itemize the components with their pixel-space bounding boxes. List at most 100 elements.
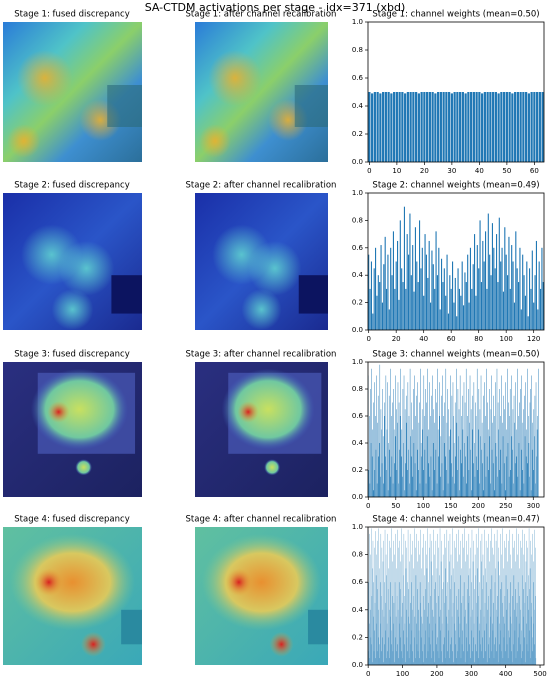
bar xyxy=(394,288,396,330)
x-tick-label: 250 xyxy=(499,502,512,510)
bar xyxy=(439,309,441,330)
axes-frame xyxy=(367,361,545,498)
bar xyxy=(508,92,511,162)
bar xyxy=(483,92,486,162)
bar xyxy=(387,254,389,330)
bar xyxy=(540,288,542,330)
bar xyxy=(481,93,484,162)
bar xyxy=(404,93,407,162)
heatmap-image xyxy=(195,527,328,665)
bar xyxy=(529,268,531,330)
bar xyxy=(505,254,507,330)
x-tick-label: 60 xyxy=(530,167,539,175)
bar xyxy=(526,261,528,330)
bar xyxy=(457,268,459,330)
bar xyxy=(503,92,506,162)
bar xyxy=(399,220,401,330)
bar xyxy=(402,282,404,330)
bar xyxy=(409,213,411,330)
bar xyxy=(468,302,470,330)
y-tick-label: 0.6 xyxy=(352,74,364,82)
y-tick-label: 0.2 xyxy=(352,466,363,474)
bar xyxy=(412,92,415,162)
bar xyxy=(505,92,508,162)
bar xyxy=(447,313,449,330)
bar xyxy=(485,231,487,330)
bar xyxy=(507,275,509,330)
bar xyxy=(489,254,491,330)
bar xyxy=(497,282,499,330)
bar xyxy=(405,288,407,330)
bar xyxy=(461,261,463,330)
bar xyxy=(472,264,474,330)
bar xyxy=(371,93,374,162)
bar xyxy=(401,92,404,162)
bar xyxy=(476,245,478,330)
bar xyxy=(523,275,525,330)
chart-title: Stage 1: channel weights (mean=0.50) xyxy=(372,10,539,20)
bar xyxy=(522,254,524,330)
bar xyxy=(508,236,510,330)
x-tick-label: 300 xyxy=(527,502,540,510)
bar xyxy=(409,92,412,162)
bar xyxy=(467,254,469,330)
bar xyxy=(469,247,471,330)
y-tick-label: 0.4 xyxy=(352,439,364,447)
bar xyxy=(489,92,492,162)
bar xyxy=(533,302,535,330)
x-tick-label: 50 xyxy=(502,167,511,175)
bar xyxy=(369,288,371,330)
bar xyxy=(380,245,382,330)
heatmap-image xyxy=(195,362,328,497)
x-tick-label: 0 xyxy=(367,167,371,175)
bar xyxy=(536,92,539,162)
bar xyxy=(511,245,513,330)
bar xyxy=(527,316,529,330)
bar xyxy=(434,288,436,330)
y-tick-label: 0.8 xyxy=(352,551,363,559)
image-title: Stage 2: after channel recalibration xyxy=(186,181,337,191)
bar xyxy=(474,234,476,330)
x-tick-label: 100 xyxy=(500,335,513,343)
x-tick-label: 100 xyxy=(417,502,430,510)
bar xyxy=(381,302,383,330)
bar xyxy=(509,288,511,330)
bar xyxy=(435,231,437,330)
bar xyxy=(426,92,429,162)
x-tick-label: 500 xyxy=(533,670,546,677)
bar xyxy=(458,288,460,330)
y-tick-label: 0.6 xyxy=(352,578,364,586)
bar xyxy=(445,295,447,330)
bar xyxy=(373,92,376,162)
y-tick-label: 0.4 xyxy=(352,102,364,110)
bar xyxy=(515,231,517,330)
chart-title: Stage 3: channel weights (mean=0.50) xyxy=(372,350,539,360)
x-tick-label: 400 xyxy=(499,670,512,677)
bar xyxy=(494,92,497,162)
bar xyxy=(431,92,434,162)
bar xyxy=(430,302,432,330)
heatmap-image xyxy=(3,193,142,330)
bar xyxy=(527,93,530,162)
bar xyxy=(414,227,416,330)
bar xyxy=(386,288,388,330)
bar xyxy=(393,92,396,162)
x-tick-label: 10 xyxy=(392,167,401,175)
bar xyxy=(417,93,420,162)
bar xyxy=(456,92,459,162)
bar xyxy=(530,288,532,330)
heatmap-image xyxy=(3,527,142,665)
bar xyxy=(470,92,473,162)
y-tick-label: 1.0 xyxy=(352,189,363,197)
image-title: Stage 4: after channel recalibration xyxy=(186,515,337,525)
bar xyxy=(487,213,489,330)
x-tick-label: 200 xyxy=(430,670,443,677)
bar xyxy=(502,291,504,330)
bar xyxy=(475,92,478,162)
bar xyxy=(419,220,421,330)
bar xyxy=(486,288,488,330)
bar xyxy=(471,288,473,330)
bar xyxy=(459,92,462,162)
bar xyxy=(525,92,528,162)
bar xyxy=(412,245,414,330)
